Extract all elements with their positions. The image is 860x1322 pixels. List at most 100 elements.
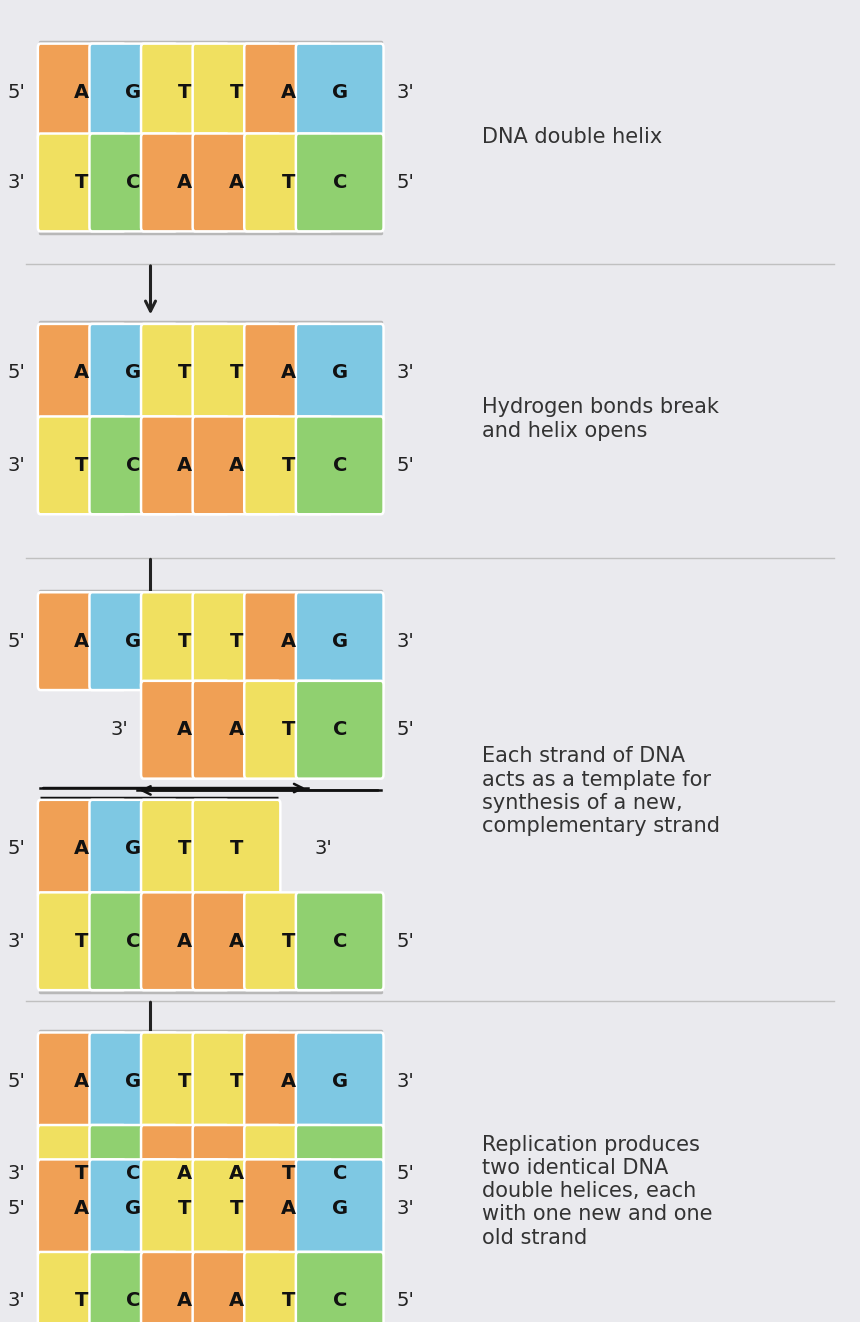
FancyBboxPatch shape [38,800,126,898]
FancyBboxPatch shape [89,1125,177,1223]
Text: C: C [126,1165,140,1183]
FancyBboxPatch shape [38,416,126,514]
FancyBboxPatch shape [296,592,384,690]
FancyBboxPatch shape [141,681,229,779]
FancyBboxPatch shape [193,681,280,779]
Text: 3': 3' [396,1072,415,1091]
Text: C: C [126,932,140,951]
Text: G: G [332,364,347,382]
Text: Hydrogen bonds break
and helix opens: Hydrogen bonds break and helix opens [482,398,718,440]
Text: A: A [229,1165,244,1183]
FancyBboxPatch shape [141,1032,229,1130]
Text: 5': 5' [7,364,25,382]
Text: DNA double helix: DNA double helix [482,127,662,148]
FancyBboxPatch shape [38,134,126,231]
Text: T: T [281,720,295,739]
FancyBboxPatch shape [296,892,384,990]
Text: C: C [333,456,347,475]
Text: C: C [126,1292,140,1310]
Text: T: T [230,632,243,650]
Text: T: T [75,932,89,951]
Text: A: A [177,173,193,192]
Text: G: G [126,83,141,102]
Text: T: T [75,456,89,475]
Text: C: C [333,1165,347,1183]
FancyBboxPatch shape [296,1032,384,1130]
FancyBboxPatch shape [89,324,177,422]
FancyBboxPatch shape [38,592,126,690]
Text: 5': 5' [396,932,415,951]
Text: Each strand of DNA
acts as a template for
synthesis of a new,
complementary stra: Each strand of DNA acts as a template fo… [482,747,720,836]
FancyBboxPatch shape [296,1159,384,1257]
FancyBboxPatch shape [296,134,384,231]
Text: A: A [229,173,244,192]
Text: T: T [178,364,192,382]
Text: A: A [74,839,89,858]
Text: A: A [280,1072,296,1091]
Text: 3': 3' [396,364,415,382]
FancyBboxPatch shape [38,892,126,990]
Text: T: T [178,1199,192,1218]
FancyBboxPatch shape [89,134,177,231]
FancyBboxPatch shape [141,134,229,231]
FancyBboxPatch shape [296,1125,384,1223]
Text: 5': 5' [396,173,415,192]
Text: A: A [280,83,296,102]
Text: A: A [177,456,193,475]
FancyBboxPatch shape [193,324,280,422]
FancyBboxPatch shape [141,1125,229,1223]
Text: A: A [74,632,89,650]
FancyBboxPatch shape [244,1252,332,1322]
Text: C: C [333,1292,347,1310]
FancyBboxPatch shape [244,681,332,779]
FancyBboxPatch shape [141,592,229,690]
Text: A: A [229,1292,244,1310]
FancyBboxPatch shape [296,681,384,779]
Text: A: A [229,456,244,475]
Text: 3': 3' [315,839,333,858]
Text: 3': 3' [396,632,415,650]
Text: A: A [74,1072,89,1091]
Text: T: T [281,1165,295,1183]
FancyBboxPatch shape [193,892,280,990]
FancyBboxPatch shape [244,324,332,422]
Text: C: C [126,456,140,475]
FancyBboxPatch shape [244,134,332,231]
Text: 3': 3' [396,1199,415,1218]
Text: C: C [333,720,347,739]
Text: T: T [75,173,89,192]
Text: T: T [281,456,295,475]
Text: G: G [126,364,141,382]
Text: A: A [280,364,296,382]
FancyBboxPatch shape [38,1159,126,1257]
FancyBboxPatch shape [193,1125,280,1223]
Text: A: A [74,83,89,102]
FancyBboxPatch shape [193,1252,280,1322]
FancyBboxPatch shape [296,416,384,514]
FancyBboxPatch shape [38,1252,126,1322]
FancyBboxPatch shape [38,1125,126,1223]
FancyBboxPatch shape [296,44,384,141]
Text: T: T [230,364,243,382]
Text: G: G [126,839,141,858]
Text: 5': 5' [7,839,25,858]
Text: G: G [126,632,141,650]
Text: T: T [178,83,192,102]
Text: T: T [281,173,295,192]
Text: T: T [178,632,192,650]
Text: C: C [333,173,347,192]
Text: A: A [74,1199,89,1218]
Text: T: T [75,1165,89,1183]
Text: G: G [332,83,347,102]
FancyBboxPatch shape [193,1159,280,1257]
FancyBboxPatch shape [244,892,332,990]
Text: 3': 3' [7,173,25,192]
FancyBboxPatch shape [89,892,177,990]
FancyBboxPatch shape [141,1252,229,1322]
FancyBboxPatch shape [89,1159,177,1257]
Text: G: G [332,632,347,650]
Text: A: A [177,1165,193,1183]
Text: A: A [177,720,193,739]
FancyBboxPatch shape [141,892,229,990]
FancyBboxPatch shape [193,44,280,141]
